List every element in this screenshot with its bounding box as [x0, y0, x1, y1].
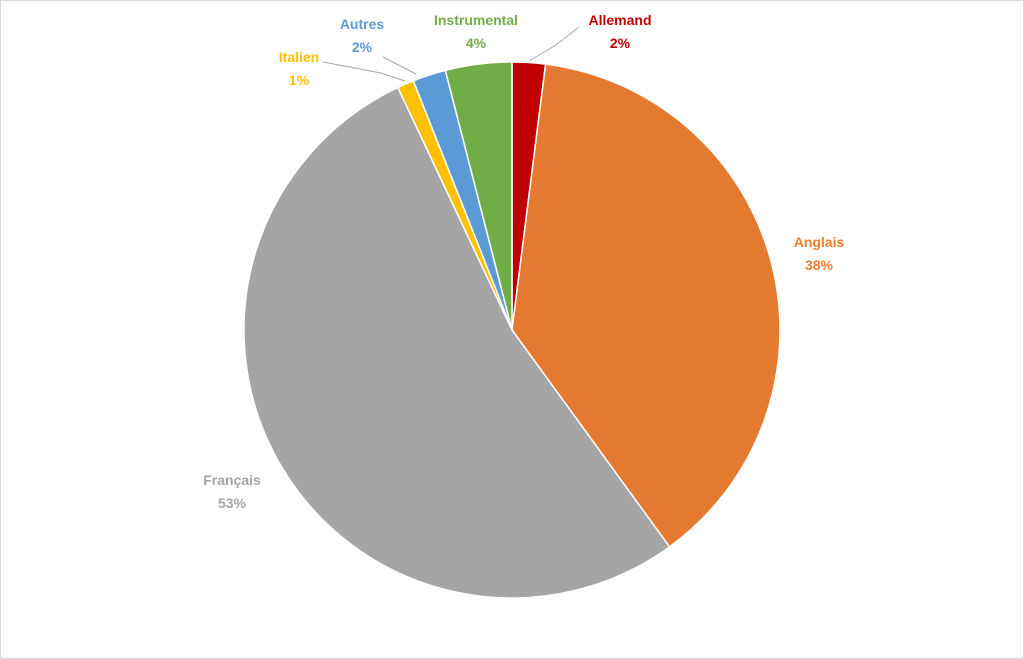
leader-line-allemand	[528, 26, 580, 62]
pie-slices	[243, 61, 781, 599]
leader-lines	[322, 26, 580, 82]
slice-label-name-italien: Italien	[279, 49, 319, 65]
slice-label-value-francais: 53%	[218, 495, 247, 511]
leader-line-autres	[382, 56, 417, 75]
slice-label-value-instrumental: 4%	[466, 35, 487, 51]
slice-label-value-allemand: 2%	[610, 35, 631, 51]
slice-label-name-autres: Autres	[340, 16, 385, 32]
slice-label-name-francais: Français	[203, 472, 261, 488]
slice-label-value-anglais: 38%	[805, 257, 834, 273]
slice-label-name-allemand: Allemand	[588, 12, 651, 28]
slice-label-name-anglais: Anglais	[794, 234, 845, 250]
slice-label-value-italien: 1%	[289, 72, 310, 88]
pie-slice-francais[interactable]	[243, 86, 671, 599]
leader-line-italien	[322, 61, 406, 82]
data-labels: Allemand 2% Anglais 38% Français 53% Italien 1%…	[203, 12, 844, 511]
slice-label-value-autres: 2%	[352, 39, 373, 55]
pie-slice-anglais[interactable]	[511, 63, 781, 548]
slice-label-name-instrumental: Instrumental	[434, 12, 518, 28]
pie-slice-instrumental[interactable]	[444, 61, 513, 331]
